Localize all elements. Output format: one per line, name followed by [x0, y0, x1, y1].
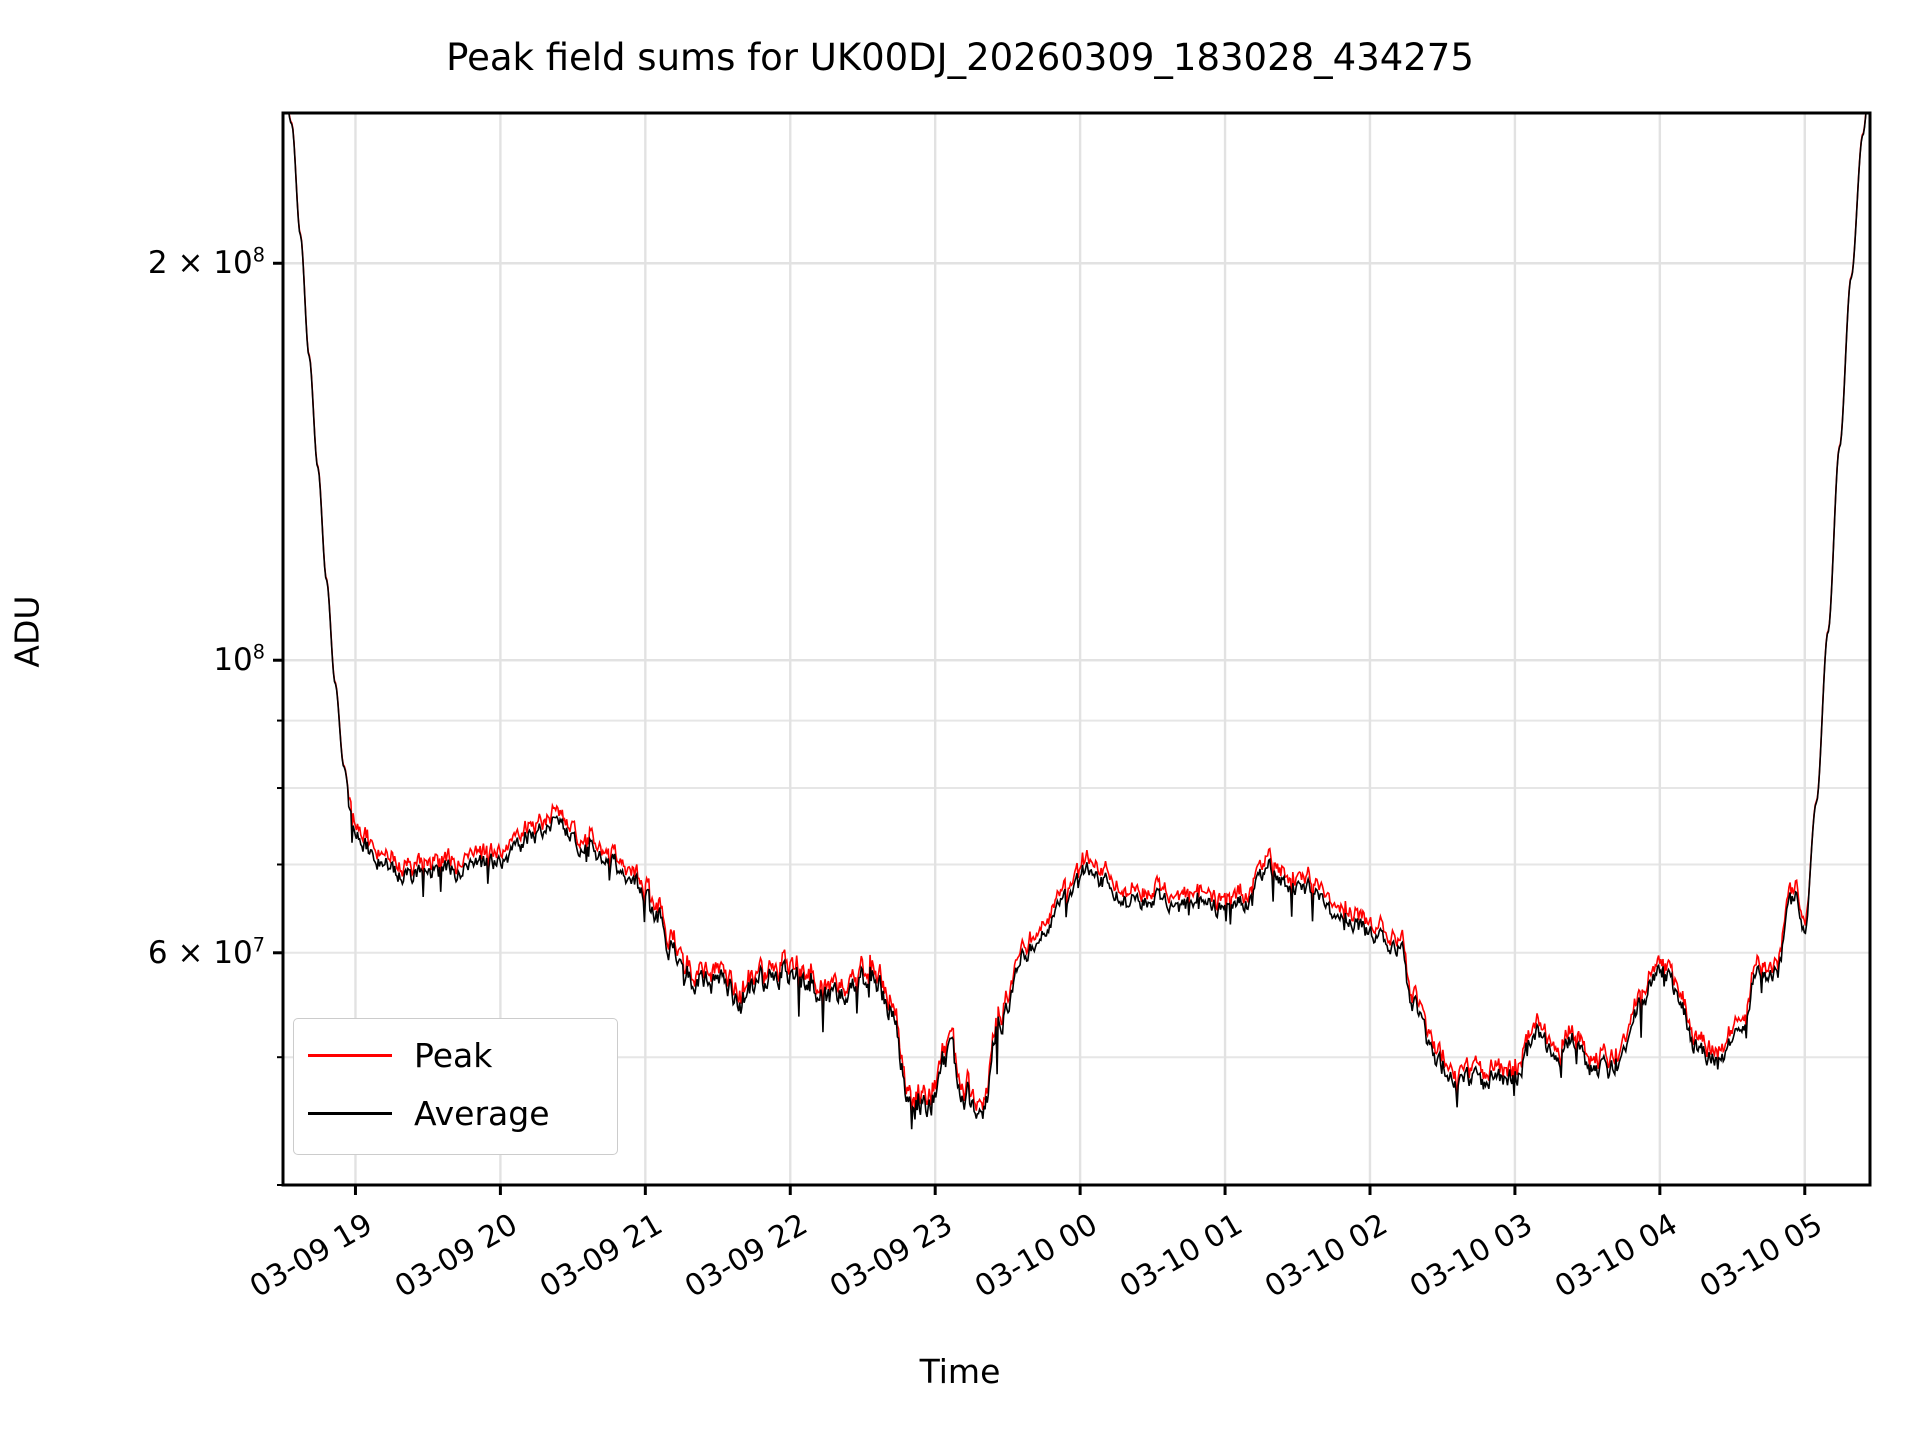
legend-label: Average: [414, 1093, 550, 1133]
series-line-peak: [288, 113, 1867, 1121]
y-tick-label: 6 × 107: [148, 935, 265, 971]
legend-label: Peak: [414, 1035, 493, 1075]
x-axis-label: Time: [919, 1352, 1001, 1391]
y-tick-mantissa: 10: [213, 642, 253, 679]
legend-item[interactable]: Average: [294, 1093, 550, 1133]
series-line-average: [288, 113, 1867, 1130]
legend-swatch-average-icon: [308, 1111, 392, 1115]
legend: Peak Average: [293, 1018, 618, 1155]
axes-frame: [273, 111, 1872, 1195]
y-tick-label: 108: [213, 642, 265, 678]
legend-swatch-peak-icon: [308, 1053, 392, 1057]
page-title: Peak field sums for UK00DJ_20260309_1830…: [446, 36, 1474, 79]
y-tick-exponent: 8: [252, 640, 265, 664]
y-tick-exponent: 8: [252, 243, 265, 267]
series-group: [288, 113, 1867, 1130]
plot-background: [283, 113, 1870, 1185]
y-tick-mantissa: 6 × 10: [147, 934, 253, 971]
legend-item[interactable]: Peak: [294, 1035, 492, 1075]
y-tick-mantissa: 2 × 10: [147, 245, 253, 282]
y-tick-label: 2 × 108: [148, 245, 265, 281]
y-tick-exponent: 7: [252, 933, 265, 957]
